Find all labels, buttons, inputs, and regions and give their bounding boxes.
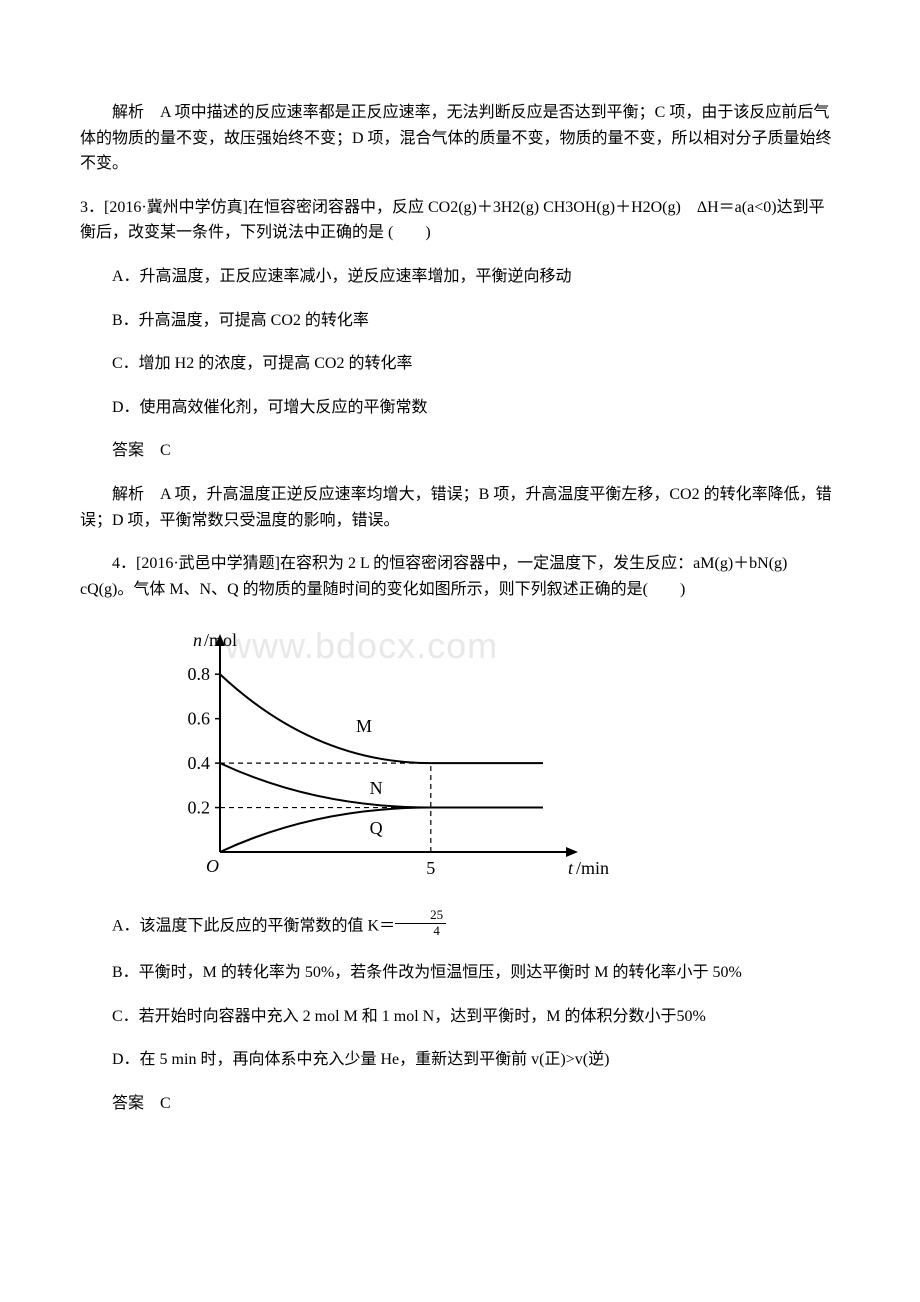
q4-option-a: A．该温度下此反应的平衡常数的值 K＝254 [80,912,840,942]
fraction-denominator: 4 [395,924,446,938]
svg-text:0.8: 0.8 [188,665,211,685]
svg-text:0.4: 0.4 [188,753,211,773]
svg-text:M: M [356,716,372,736]
fraction-25-4: 254 [395,908,446,938]
q4-option-b: B．平衡时，M 的转化率为 50%，若条件改为恒温恒压，则达平衡时 M 的转化率… [80,960,840,986]
q3-option-c: C．增加 H2 的浓度，可提高 CO2 的转化率 [80,351,840,377]
svg-text:5: 5 [426,858,435,878]
svg-text:0.2: 0.2 [188,798,211,818]
svg-text:t: t [568,858,574,878]
q4-a-text: A．该温度下此反应的平衡常数的值 K＝ [112,918,395,935]
q3-answer: 答案 C [80,438,840,464]
svg-text:O: O [206,856,219,876]
fraction-numerator: 25 [395,908,446,923]
q4-answer: 答案 C [80,1091,840,1117]
chart-svg: n/mol t/min O 0.2 0.4 0.6 0.8 5 M NQ [140,622,620,882]
q3-option-b: B．升高温度，可提高 CO2 的转化率 [80,308,840,334]
svg-text:n: n [193,630,202,650]
q4-chart: www.bdocx.com n/molt/minO0.20.40.60.85MN… [140,622,620,882]
q3-explanation: 解析 A 项，升高温度正逆反应速率均增大，错误；B 项，升高温度平衡左移，CO2… [80,482,840,533]
svg-text:/min: /min [576,858,609,878]
explanation-prev: 解析 A 项中描述的反应速率都是正反应速率，无法判断反应是否达到平衡；C 项，由… [80,100,840,177]
q3-option-a: A．升高温度，正反应速率减小，逆反应速率增加，平衡逆向移动 [80,264,840,290]
svg-text:/mol: /mol [204,630,237,650]
q3-stem: 3．[2016·冀州中学仿真]在恒容密闭容器中，反应 CO2(g)＋3H2(g)… [80,195,840,246]
svg-text:N: N [370,779,383,799]
q3-option-d: D．使用高效催化剂，可增大反应的平衡常数 [80,395,840,421]
svg-text:0.6: 0.6 [188,709,211,729]
svg-text:Q: Q [370,819,383,839]
q4-option-d: D．在 5 min 时，再向体系中充入少量 He，重新达到平衡前 v(正)>v(… [80,1047,840,1073]
q4-stem: 4．[2016·武邑中学猜题]在容积为 2 L 的恒容密闭容器中，一定温度下，发… [80,551,840,602]
q4-option-c: C．若开始时向容器中充入 2 mol M 和 1 mol N，达到平衡时，M 的… [80,1004,840,1030]
